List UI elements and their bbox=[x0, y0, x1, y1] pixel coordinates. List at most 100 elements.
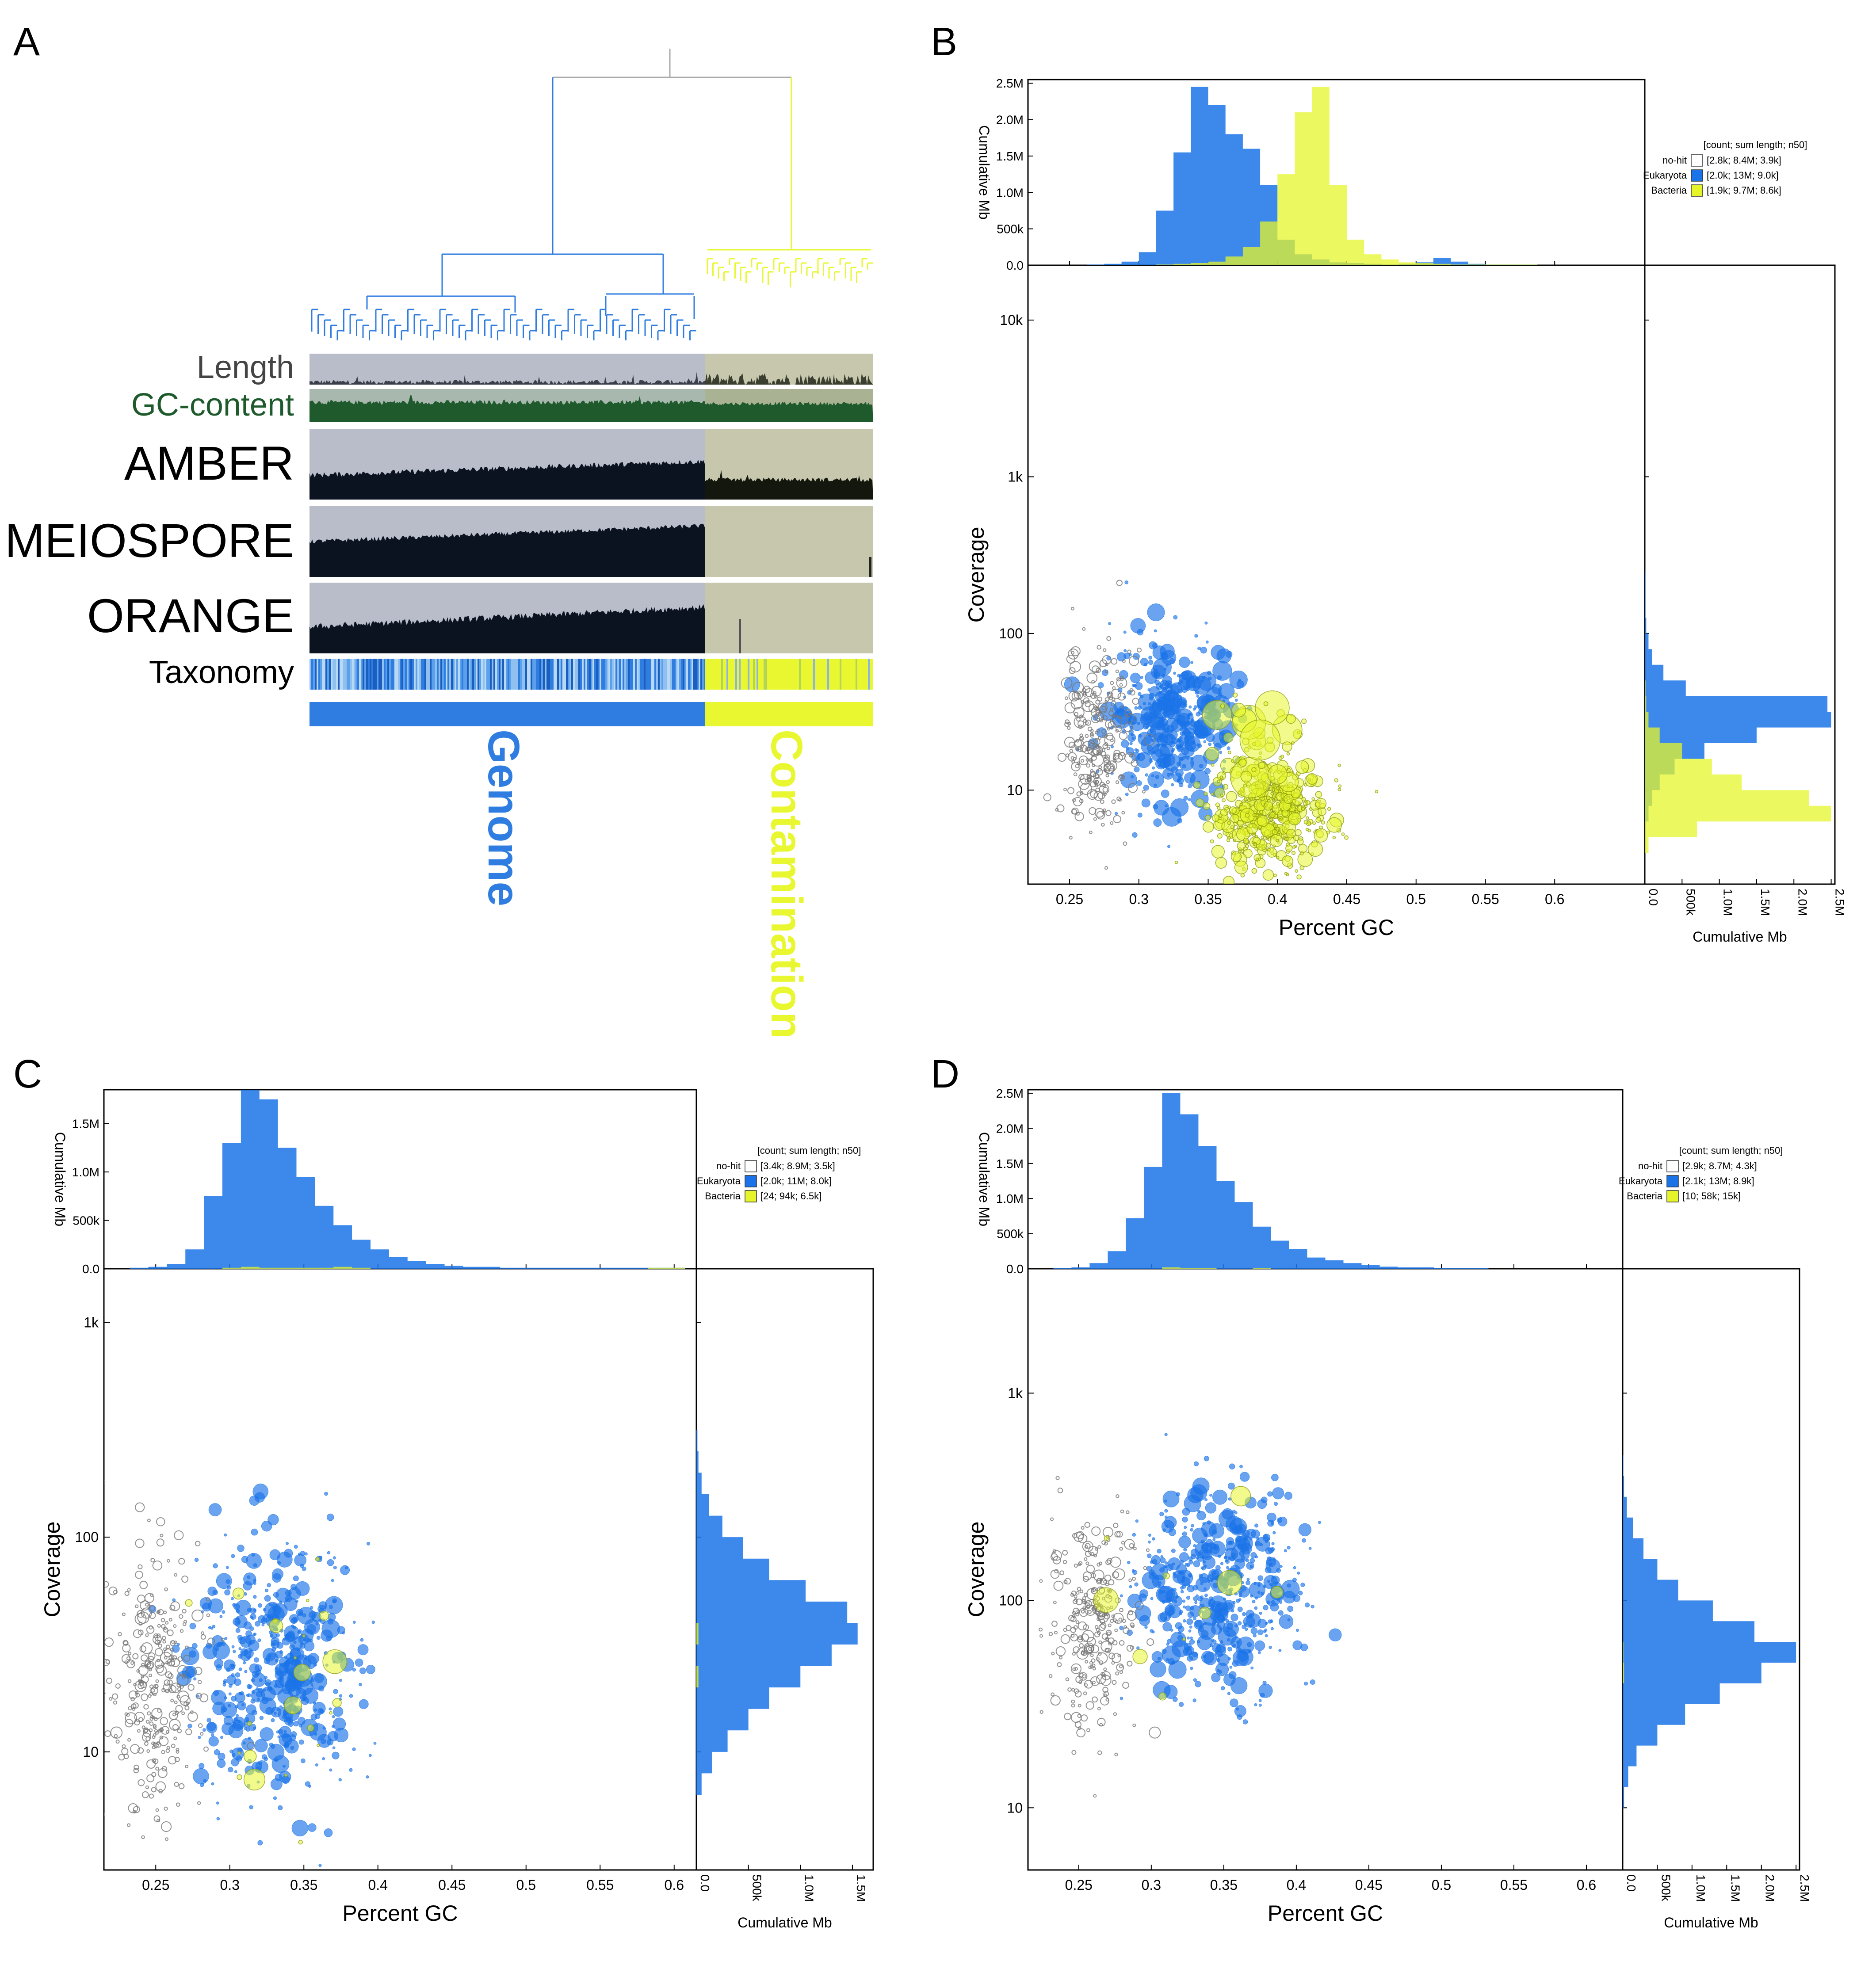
scatter-point-nohit bbox=[165, 1621, 169, 1625]
scatter-frame bbox=[103, 1268, 697, 1871]
scatter-point-eukaryota bbox=[1193, 1596, 1198, 1602]
scatter-point-nohit bbox=[143, 1704, 149, 1710]
scatter-point-eukaryota bbox=[1168, 1615, 1172, 1618]
scatter-point-eukaryota bbox=[219, 1615, 223, 1618]
scatter-point-eukaryota bbox=[228, 1692, 232, 1696]
scatter-point-nohit bbox=[1099, 705, 1107, 714]
taxonomy-stripe bbox=[601, 659, 603, 690]
scatter-point-eukaryota bbox=[1182, 1516, 1188, 1522]
scatter-point-bacteria bbox=[317, 1744, 320, 1747]
scatter-point-eukaryota bbox=[1143, 785, 1149, 791]
scatter-point-nohit bbox=[176, 1683, 181, 1687]
taxonomy-stripe bbox=[735, 659, 737, 690]
scatter-point-eukaryota bbox=[268, 1603, 272, 1606]
scatter-point-nohit bbox=[1089, 758, 1093, 762]
length-signal-genome bbox=[310, 371, 705, 385]
scatter-point-nohit bbox=[177, 1687, 181, 1691]
scatter-point-nohit bbox=[127, 1679, 132, 1683]
scatter-point-eukaryota bbox=[1164, 1561, 1168, 1565]
scatter-point-bacteria bbox=[1337, 763, 1341, 767]
scatter-point-eukaryota bbox=[210, 1733, 214, 1737]
track-label-orange: ORANGE bbox=[87, 589, 294, 642]
scatter-point-nohit bbox=[135, 1604, 139, 1608]
scatter-point-eukaryota bbox=[1257, 1575, 1263, 1581]
scatter-point-eukaryota bbox=[214, 1749, 220, 1755]
scatter-point-eukaryota bbox=[196, 1694, 199, 1698]
scatter-point-nohit bbox=[1067, 721, 1071, 726]
scatter-point-bacteria bbox=[1287, 768, 1291, 772]
scatter-point-eukaryota bbox=[1293, 1566, 1296, 1569]
scatter-point-eukaryota bbox=[1173, 709, 1178, 714]
scatter-point-nohit bbox=[1080, 1714, 1088, 1722]
scatter-point-eukaryota bbox=[1258, 1651, 1261, 1654]
scatter-point-nohit bbox=[1088, 740, 1095, 747]
scatter-point-nohit bbox=[145, 1603, 149, 1607]
right-hist-tick-label: 2.0M bbox=[1796, 889, 1809, 916]
scatter-point-nohit bbox=[104, 1691, 106, 1695]
scatter-point-nohit bbox=[156, 1517, 165, 1526]
scatter-point-bacteria bbox=[1196, 798, 1204, 807]
scatter-point-eukaryota bbox=[1194, 1461, 1199, 1466]
scatter-point-nohit bbox=[177, 1729, 182, 1733]
scatter-point-nohit bbox=[1117, 692, 1126, 701]
scatter-point-eukaryota bbox=[267, 1583, 271, 1587]
scatter-point-nohit bbox=[201, 1631, 205, 1635]
scatter-point-eukaryota bbox=[250, 1607, 256, 1614]
taxonomy-stripe bbox=[554, 659, 555, 690]
scatter-point-nohit bbox=[1106, 780, 1110, 784]
scatter-point-eukaryota bbox=[1148, 1534, 1151, 1537]
scatter-point-nohit bbox=[1064, 721, 1070, 727]
scatter-point-nohit bbox=[1082, 1674, 1086, 1679]
scatter-point-eukaryota bbox=[1211, 1605, 1214, 1608]
scatter-point-eukaryota bbox=[1125, 793, 1129, 796]
scatter-point-eukaryota bbox=[1203, 740, 1207, 744]
scatter-point-bacteria bbox=[1312, 821, 1316, 825]
scatter-point-nohit bbox=[1143, 1566, 1147, 1570]
scatter-point-eukaryota bbox=[1226, 1541, 1236, 1551]
scatter-point-nohit bbox=[1078, 1621, 1087, 1631]
scatter-point-nohit bbox=[176, 1802, 180, 1807]
scatter-point-nohit bbox=[1113, 1568, 1125, 1580]
scatter-point-nohit bbox=[159, 1735, 164, 1740]
scatter-point-bacteria bbox=[1246, 823, 1258, 834]
scatter-point-nohit bbox=[1113, 753, 1123, 763]
scatter-point-eukaryota bbox=[289, 1648, 301, 1660]
scatter-point-nohit bbox=[163, 1610, 167, 1614]
scatter-point-eukaryota bbox=[1302, 1538, 1306, 1543]
scatter-point-bacteria bbox=[306, 1599, 310, 1603]
taxonomy-stripe bbox=[446, 659, 447, 690]
scatter-point-eukaryota bbox=[1227, 1657, 1231, 1660]
scatter-point-nohit bbox=[1104, 1574, 1112, 1582]
scatter-point-eukaryota bbox=[1183, 1548, 1187, 1552]
x-tick-label: 0.3 bbox=[220, 1877, 240, 1893]
scatter-point-nohit bbox=[122, 1640, 128, 1646]
scatter-point-eukaryota bbox=[1265, 1634, 1268, 1637]
scatter-point-nohit bbox=[113, 1700, 118, 1705]
top-hist-tick-label: 0.0 bbox=[1006, 259, 1024, 272]
scatter-point-eukaryota bbox=[1221, 1686, 1225, 1690]
scatter-point-nohit bbox=[1102, 715, 1108, 721]
legend-name: Bacteria bbox=[1627, 1191, 1662, 1202]
scatter-point-eukaryota bbox=[1185, 756, 1189, 760]
scatter-point-eukaryota bbox=[1191, 1524, 1194, 1528]
taxonomy-stripe bbox=[324, 659, 325, 690]
scatter-point-eukaryota bbox=[253, 1582, 256, 1585]
scatter-point-nohit bbox=[1130, 1622, 1135, 1627]
scatter-point-bacteria bbox=[1203, 802, 1211, 810]
scatter-point-bacteria bbox=[1222, 798, 1226, 802]
scatter-point-eukaryota bbox=[1188, 705, 1192, 709]
scatter-point-eukaryota bbox=[352, 1747, 356, 1751]
scatter-point-nohit bbox=[1131, 1576, 1136, 1581]
scatter-point-eukaryota bbox=[1179, 736, 1183, 740]
scatter-point-nohit bbox=[1072, 1611, 1076, 1615]
scatter-point-nohit bbox=[1127, 649, 1131, 654]
scatter-point-nohit bbox=[1090, 769, 1094, 773]
scatter-point-eukaryota bbox=[1258, 1683, 1273, 1698]
scatter-point-nohit bbox=[147, 1519, 151, 1522]
scatter-point-nohit bbox=[1092, 1667, 1096, 1671]
scatter-point-eukaryota bbox=[1239, 1465, 1243, 1469]
legend-swatch bbox=[1666, 1190, 1679, 1202]
taxonomy-stripe bbox=[580, 659, 582, 690]
taxonomy-stripe bbox=[705, 659, 707, 690]
scatter-point-eukaryota bbox=[266, 1686, 272, 1692]
